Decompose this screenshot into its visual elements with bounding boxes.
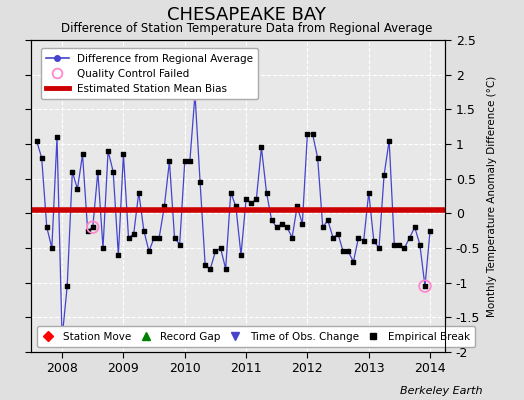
- Point: [421, 283, 429, 289]
- Point: [365, 189, 373, 196]
- Point: [216, 245, 225, 251]
- Point: [237, 252, 245, 258]
- Point: [263, 189, 271, 196]
- Point: [339, 248, 347, 255]
- Point: [196, 179, 204, 185]
- Point: [181, 158, 189, 164]
- Point: [191, 91, 199, 97]
- Point: [313, 155, 322, 161]
- Point: [150, 234, 158, 241]
- Point: [160, 203, 169, 210]
- Point: [68, 168, 77, 175]
- Point: [354, 234, 363, 241]
- Point: [416, 241, 424, 248]
- Y-axis label: Monthly Temperature Anomaly Difference (°C): Monthly Temperature Anomaly Difference (…: [487, 75, 497, 317]
- Text: CHESAPEAKE BAY: CHESAPEAKE BAY: [167, 6, 326, 24]
- Point: [385, 137, 394, 144]
- Point: [375, 245, 383, 251]
- Point: [58, 335, 67, 341]
- Point: [283, 224, 291, 230]
- Point: [324, 217, 332, 224]
- Point: [119, 151, 128, 158]
- Point: [410, 224, 419, 230]
- Point: [83, 228, 92, 234]
- Point: [140, 228, 148, 234]
- Point: [421, 283, 429, 289]
- Point: [308, 130, 316, 137]
- Point: [267, 217, 276, 224]
- Point: [257, 144, 266, 151]
- Point: [278, 220, 286, 227]
- Point: [63, 283, 71, 289]
- Point: [406, 234, 414, 241]
- Point: [38, 155, 46, 161]
- Point: [359, 238, 368, 244]
- Point: [58, 335, 67, 341]
- Point: [395, 241, 403, 248]
- Legend: Station Move, Record Gap, Time of Obs. Change, Empirical Break: Station Move, Record Gap, Time of Obs. C…: [37, 326, 475, 347]
- Text: Difference of Station Temperature Data from Regional Average: Difference of Station Temperature Data f…: [61, 22, 432, 35]
- Point: [104, 148, 112, 154]
- Point: [226, 189, 235, 196]
- Point: [247, 200, 255, 206]
- Point: [170, 234, 179, 241]
- Point: [53, 134, 61, 140]
- Point: [89, 224, 97, 230]
- Point: [191, 91, 199, 97]
- Point: [135, 189, 143, 196]
- Point: [319, 224, 327, 230]
- Point: [78, 151, 86, 158]
- Point: [293, 203, 301, 210]
- Point: [94, 168, 102, 175]
- Point: [426, 228, 434, 234]
- Point: [390, 241, 399, 248]
- Point: [89, 224, 97, 230]
- Point: [380, 172, 388, 178]
- Point: [206, 266, 214, 272]
- Point: [145, 248, 153, 255]
- Point: [288, 234, 296, 241]
- Point: [176, 241, 184, 248]
- Point: [114, 252, 123, 258]
- Point: [201, 262, 210, 268]
- Point: [99, 245, 107, 251]
- Point: [165, 158, 173, 164]
- Point: [124, 234, 133, 241]
- Point: [109, 168, 117, 175]
- Point: [344, 248, 353, 255]
- Point: [329, 234, 337, 241]
- Point: [334, 231, 342, 237]
- Point: [185, 158, 194, 164]
- Point: [48, 245, 56, 251]
- Point: [242, 196, 250, 203]
- Point: [272, 224, 281, 230]
- Point: [349, 259, 357, 265]
- Point: [400, 245, 409, 251]
- Point: [73, 186, 82, 192]
- Point: [303, 130, 312, 137]
- Point: [222, 266, 230, 272]
- Point: [369, 238, 378, 244]
- Text: Berkeley Earth: Berkeley Earth: [400, 386, 482, 396]
- Point: [211, 248, 220, 255]
- Point: [42, 224, 51, 230]
- Point: [32, 137, 41, 144]
- Point: [252, 196, 260, 203]
- Point: [232, 203, 240, 210]
- Point: [298, 220, 307, 227]
- Point: [129, 231, 138, 237]
- Point: [155, 234, 163, 241]
